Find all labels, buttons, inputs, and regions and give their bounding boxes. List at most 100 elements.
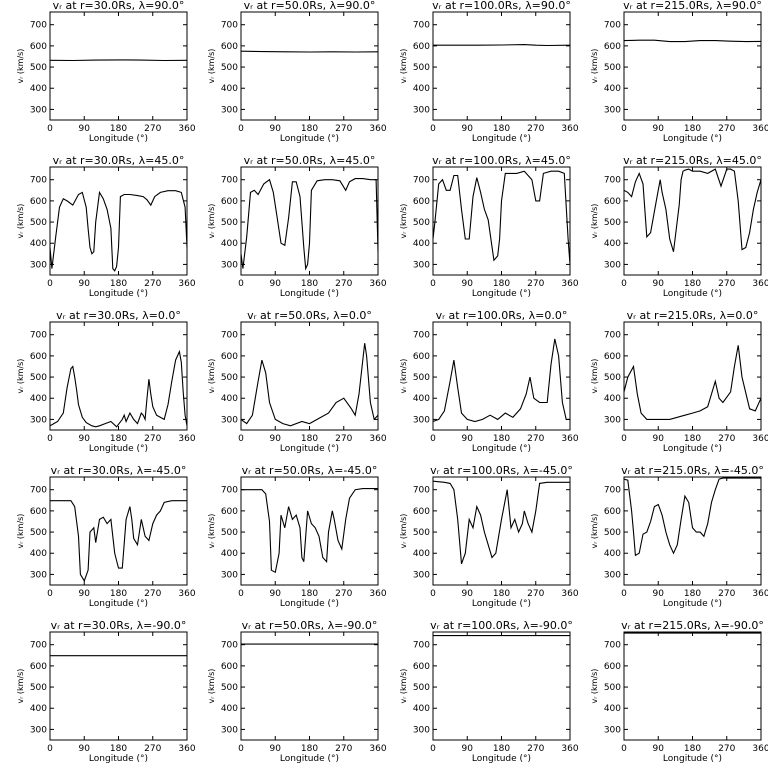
y-tick-label: 300 [604,570,621,580]
y-tick-label: 300 [604,105,621,115]
velocity-line [240,343,379,427]
plot-frame [240,11,379,121]
y-tick-label: 400 [604,704,621,714]
y-axis-label: vᵣ (km/s) [16,204,25,239]
panel-title: vᵣ at r=50.0Rs, λ=-90.0° [242,619,378,632]
x-tick-label: 90 [79,279,91,289]
x-tick-label: 270 [527,434,544,444]
x-axis-label: Longitude (°) [280,599,339,609]
x-tick-label: 270 [144,279,161,289]
x-axis-label: Longitude (°) [472,134,531,144]
x-tick-label: 90 [270,744,282,754]
velocity-line [50,500,187,583]
panel-18: vᵣ at r=100.0Rs, λ=-90.0° 0 90 180 270 360 300… [399,619,579,764]
y-tick-label: 500 [413,373,430,383]
y-tick-label: 300 [413,725,430,735]
x-tick-label: 90 [270,279,282,289]
x-axis-label: Longitude (°) [663,444,722,454]
x-tick-label: 360 [561,279,578,289]
x-tick-label: 360 [561,124,578,134]
y-tick-label: 500 [221,218,238,228]
panel-3: vᵣ at r=215.0Rs, λ=90.0° 0 90 180 270 360 300 4… [590,0,768,144]
y-tick-label: 600 [221,42,238,52]
x-tick-label: 360 [369,744,386,754]
x-axis-label: Longitude (°) [89,444,148,454]
y-tick-label: 500 [604,683,621,693]
x-tick-label: 270 [527,279,544,289]
y-tick-label: 400 [413,549,430,559]
y-tick-label: 500 [604,373,621,383]
x-axis-label: Longitude (°) [280,134,339,144]
velocity-line [432,480,570,564]
x-tick-label: 270 [718,434,735,444]
y-tick-label: 300 [604,415,621,425]
x-tick-label: 90 [653,124,665,134]
x-tick-label: 270 [527,589,544,599]
x-tick-label: 90 [270,589,282,599]
y-axis-label: vᵣ (km/s) [590,359,599,394]
x-tick-label: 0 [238,434,244,444]
x-tick-label: 180 [684,124,701,134]
x-tick-label: 270 [718,744,735,754]
y-tick-label: 500 [413,683,430,693]
x-axis-label: Longitude (°) [280,754,339,764]
x-tick-label: 0 [238,744,244,754]
y-tick-label: 400 [30,704,47,714]
x-tick-label: 90 [653,589,665,599]
x-tick-label: 180 [493,124,510,134]
y-tick-label: 600 [221,507,238,517]
y-axis-label: vᵣ (km/s) [16,49,25,84]
y-tick-label: 300 [30,725,47,735]
x-tick-label: 180 [493,279,510,289]
y-tick-label: 700 [413,21,430,31]
x-tick-label: 90 [462,744,474,754]
y-tick-label: 400 [604,549,621,559]
y-tick-label: 400 [221,549,238,559]
y-tick-label: 300 [30,105,47,115]
y-tick-label: 500 [30,683,47,693]
panel-title: vᵣ at r=215.0Rs, λ=90.0° [623,0,762,12]
y-tick-label: 500 [30,63,47,73]
panel-6: vᵣ at r=100.0Rs, λ=45.0° 0 90 180 270 360 300 4… [399,154,579,299]
y-tick-label: 600 [30,662,47,672]
plot-frame [432,631,571,741]
x-tick-label: 360 [369,589,386,599]
y-tick-label: 700 [604,641,621,651]
x-tick-label: 90 [79,124,91,134]
y-tick-label: 700 [221,176,238,186]
plot-frame [432,166,571,276]
x-tick-label: 90 [462,589,474,599]
x-tick-label: 90 [79,589,91,599]
panel-title: vᵣ at r=30.0Rs, λ=-45.0° [51,464,187,477]
velocity-line [623,477,761,557]
velocity-line [432,338,570,423]
y-tick-label: 400 [604,394,621,404]
plot-frame [240,476,379,586]
x-tick-label: 360 [561,744,578,754]
y-tick-label: 400 [413,704,430,714]
plot-frame [623,11,762,121]
y-tick-label: 600 [604,507,621,517]
panel-title: vᵣ at r=50.0Rs, λ=45.0° [244,154,376,167]
y-tick-label: 300 [221,725,238,735]
x-tick-label: 0 [430,744,436,754]
y-tick-label: 400 [413,239,430,249]
plot-frame [623,631,762,741]
y-tick-label: 700 [413,486,430,496]
y-tick-label: 600 [221,662,238,672]
y-tick-label: 400 [413,84,430,94]
x-tick-label: 270 [335,124,352,134]
y-tick-label: 600 [30,197,47,207]
x-tick-label: 180 [301,279,318,289]
y-tick-label: 700 [221,21,238,31]
plot-frame [240,166,379,276]
panel-title: vᵣ at r=215.0Rs, λ=0.0° [627,309,759,322]
y-tick-label: 500 [604,63,621,73]
x-axis-label: Longitude (°) [663,754,722,764]
velocity-line [433,44,571,47]
x-tick-label: 180 [110,124,127,134]
y-tick-label: 700 [221,486,238,496]
y-tick-label: 600 [413,662,430,672]
x-tick-label: 360 [178,434,195,444]
y-axis-label: vᵣ (km/s) [399,359,408,394]
